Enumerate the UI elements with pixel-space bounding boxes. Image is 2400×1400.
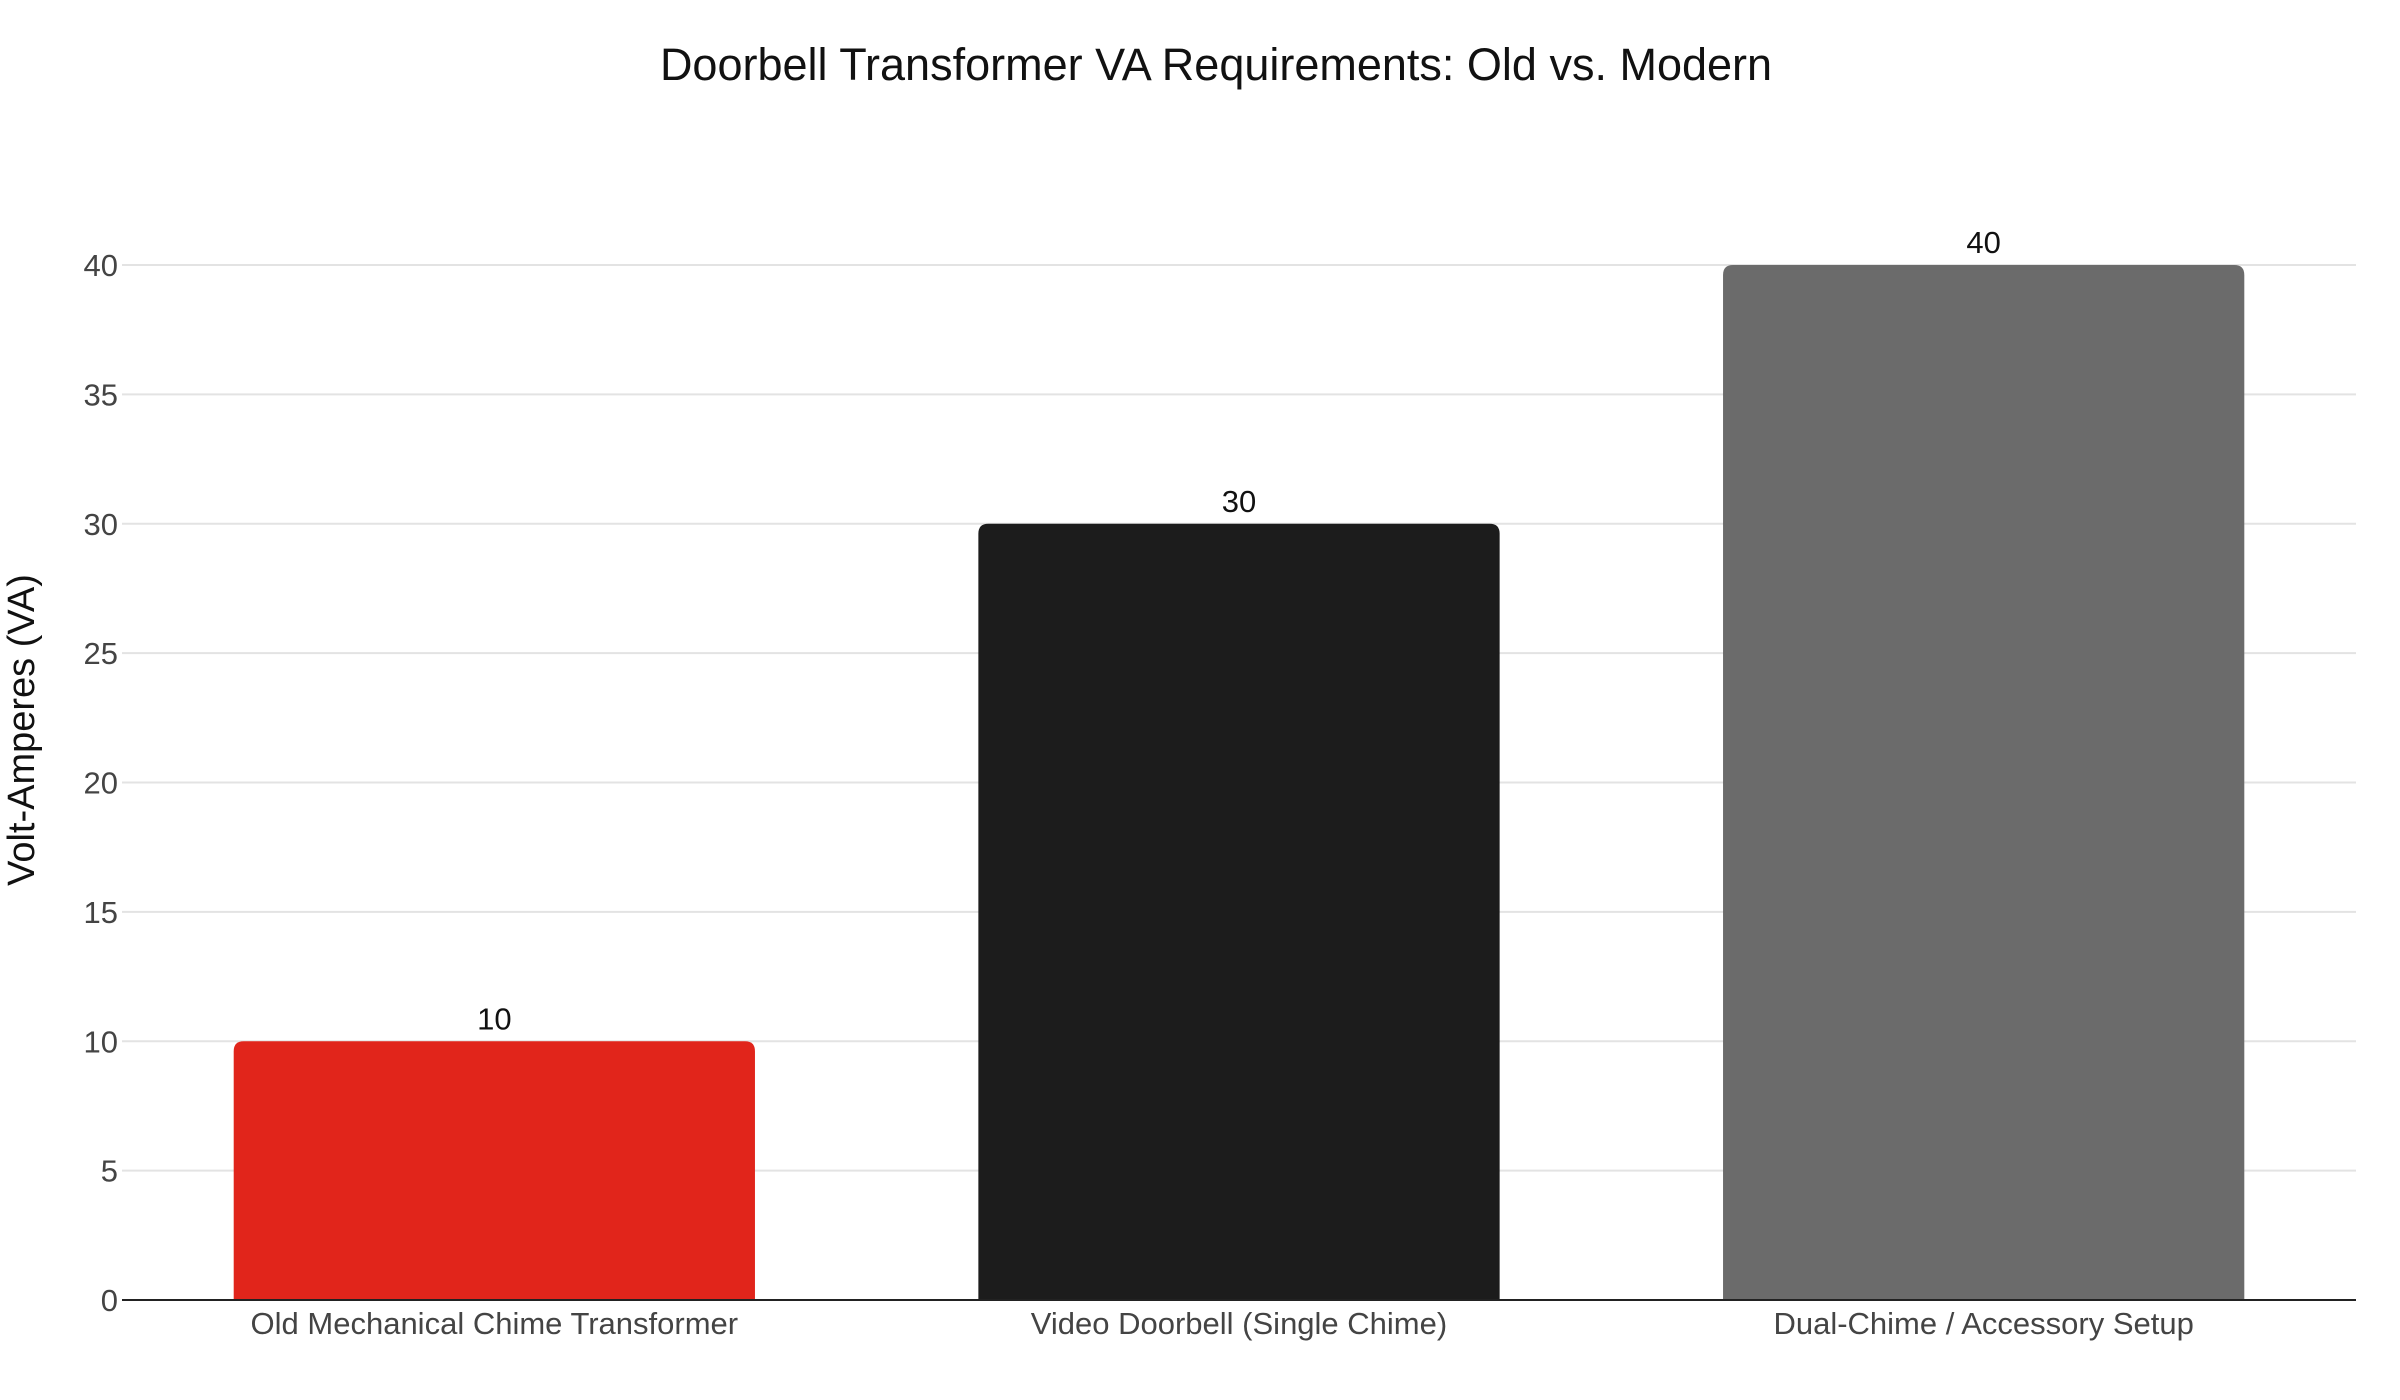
y-tick-label: 35 [84,377,118,412]
y-tick-label: 15 [84,895,118,930]
y-tick-label: 25 [84,636,118,671]
bar [233,1041,755,1300]
data-label: 40 [1966,225,2000,260]
bar [978,523,1500,1300]
y-axis-title: Volt-Amperes (VA) [1,574,43,886]
labels: 0 5 10 15 20 25 30 35 40 10 Old Mechanical Chime T… [84,225,2194,1341]
bar [1723,265,2245,1300]
y-tick-label: 20 [84,766,118,801]
y-tick-label: 10 [84,1024,118,1059]
y-tick-label: 5 [101,1154,118,1189]
data-label: 10 [477,1001,511,1036]
bars [233,265,2245,1300]
y-tick-label: 40 [84,248,118,283]
chart-title: Doorbell Transformer VA Requirements: Ol… [660,39,1772,90]
x-category-label: Dual-Chime / Accessory Setup [1773,1306,2193,1341]
x-category-label: Video Doorbell (Single Chime) [1031,1306,1447,1341]
data-label: 30 [1222,484,1256,519]
y-tick-label: 30 [84,507,118,542]
x-category-label: Old Mechanical Chime Transformer [251,1306,739,1341]
y-tick-label: 0 [101,1283,118,1318]
